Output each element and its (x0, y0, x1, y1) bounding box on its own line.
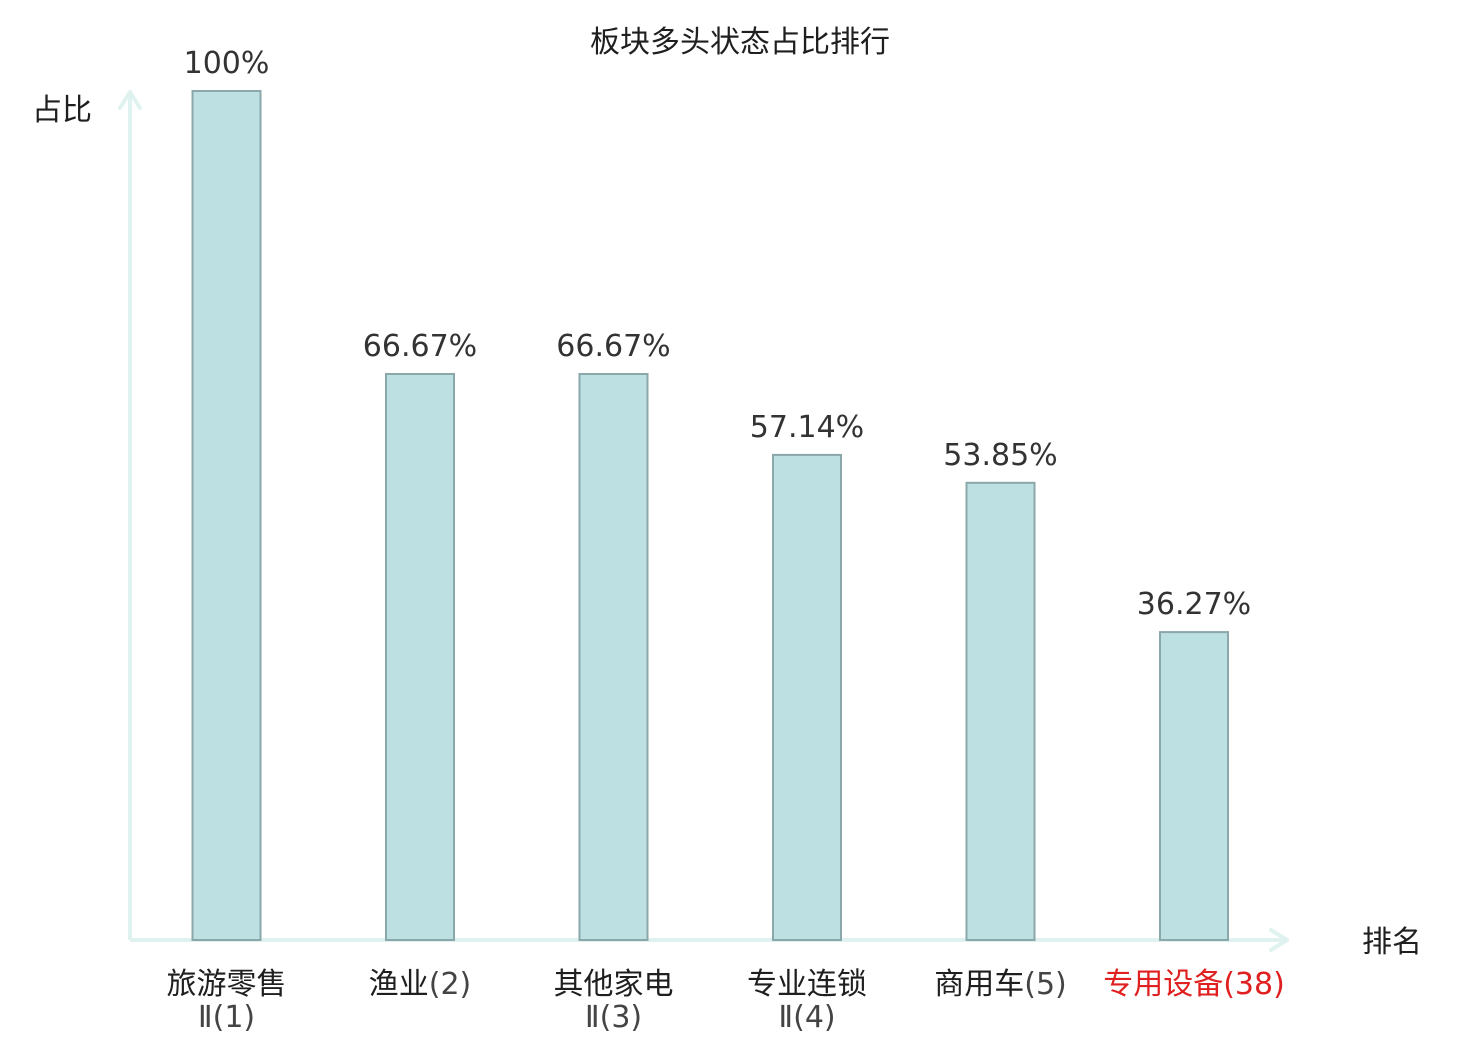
value-label-4: 57.14% (750, 410, 864, 445)
value-label-5: 53.85% (943, 438, 1057, 473)
bar-1 (191, 90, 262, 941)
category-label-4-line-2: Ⅱ(4) (778, 1000, 835, 1035)
value-label-2: 66.67% (363, 329, 477, 364)
x-axis-arrow-icon (1269, 928, 1289, 952)
bar-5 (965, 481, 1036, 941)
category-label-1-line-1: 旅游零售 (167, 967, 287, 1002)
category-label-5-line-1: 商用车(5) (934, 967, 1067, 1002)
bars-group (191, 90, 1229, 941)
y-axis-arrow-icon (118, 90, 142, 110)
bar-6 (1159, 631, 1229, 941)
category-label-3-line-1: 其他家电 (554, 967, 674, 1002)
category-label-3-line-2: Ⅱ(3) (585, 1000, 642, 1035)
value-label-1: 100% (184, 46, 270, 81)
bar-2 (385, 373, 455, 941)
category-label-6-line-1: 专用设备(38) (1103, 967, 1285, 1002)
category-label-1-line-2: Ⅱ(1) (198, 1000, 255, 1035)
value-labels-group: 100% 66.67% 66.67% 57.14% 53.85% 36.27% (184, 46, 1252, 622)
chart-title: 板块多头状态占比排行 (590, 25, 890, 60)
axes (118, 90, 1289, 952)
value-label-3: 66.67% (556, 329, 670, 364)
bar-4 (772, 453, 842, 941)
value-label-6: 36.27% (1137, 587, 1251, 622)
category-label-2-line-1: 渔业(2) (369, 967, 472, 1002)
bar-3 (578, 373, 649, 941)
x-axis-label: 排名 (1362, 925, 1422, 960)
category-label-4-line-1: 专业连锁 (747, 967, 867, 1002)
y-axis-label: 占比 (32, 93, 92, 128)
